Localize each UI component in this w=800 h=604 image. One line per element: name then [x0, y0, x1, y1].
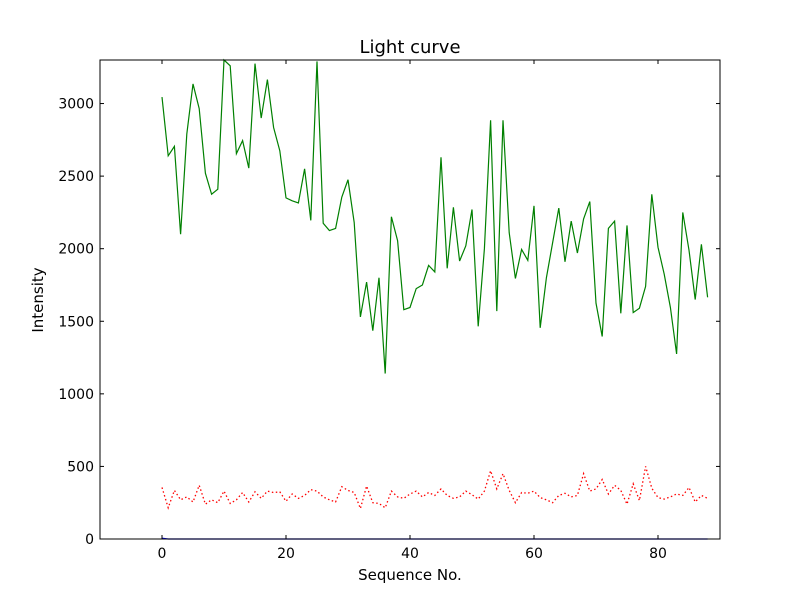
y-tick-label: 1000	[58, 387, 94, 403]
y-tick-label: 1500	[58, 314, 94, 330]
x-tick-label: 80	[649, 546, 667, 562]
x-tick-label: 40	[401, 546, 419, 562]
y-tick-label: 0	[85, 532, 94, 548]
y-tick-label: 2500	[58, 169, 94, 185]
chart-title: Light curve	[359, 37, 460, 58]
y-tick-label: 2000	[58, 242, 94, 258]
y-axis-label: Intensity	[29, 267, 47, 332]
y-tick-label: 3000	[58, 97, 94, 113]
x-tick-label: 60	[525, 546, 543, 562]
x-tick-label: 0	[158, 546, 167, 562]
y-tick-label: 500	[67, 459, 94, 475]
series-line-0	[161, 58, 709, 374]
x-axis-label: Sequence No.	[358, 566, 462, 584]
series-line-1	[161, 466, 708, 511]
x-tick-label: 20	[277, 546, 295, 562]
plot-area: 0 20 40 60 80 0 500 1000 1500 2000 2500 3000	[58, 58, 721, 562]
